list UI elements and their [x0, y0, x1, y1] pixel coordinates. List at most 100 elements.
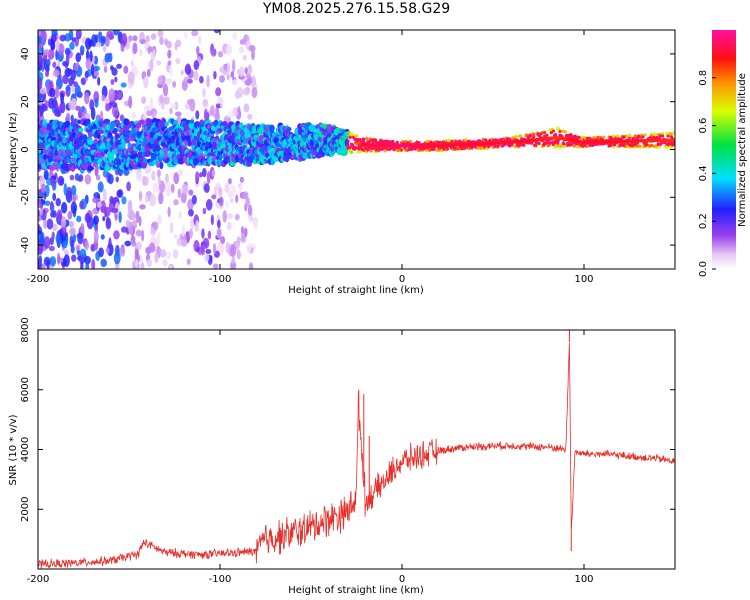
ridge-cell [64, 120, 71, 128]
colorbar-tick-label: 0.8 [698, 70, 709, 86]
noise-blob [139, 49, 143, 57]
noise-blob [205, 248, 212, 254]
noise-blob [197, 35, 202, 44]
ridge-cell [671, 131, 675, 135]
noise-blob [206, 74, 210, 88]
noise-blob [115, 176, 119, 183]
noise-blob [213, 30, 221, 34]
noise-blob [91, 34, 98, 47]
ridge-cell [355, 133, 359, 138]
ridge-cell [569, 133, 573, 137]
noise-blob [243, 103, 250, 113]
noise-blob [139, 39, 146, 45]
noise-blob [38, 54, 44, 66]
noise-blob [212, 263, 219, 269]
colorbar-tick-label: 0.2 [698, 213, 709, 229]
noise-blob [123, 168, 130, 176]
noise-blob [229, 184, 237, 195]
noise-blob [195, 110, 200, 120]
ridge-cell [364, 146, 368, 150]
ridge-cell [464, 138, 468, 142]
ridge-cell [127, 142, 133, 149]
snr-x-axis-title: Height of straight line (km) [288, 585, 424, 596]
noise-blob [55, 233, 61, 244]
noise-blob [53, 109, 61, 117]
ridge-cell [105, 124, 111, 131]
ridge-cell [395, 140, 399, 144]
ridge-cell [358, 137, 362, 142]
snr-line [38, 342, 675, 569]
ridge-cell [189, 119, 195, 124]
noise-blob [84, 256, 91, 265]
noise-blob [210, 105, 215, 117]
y-tick-label: -20 [20, 189, 31, 205]
ridge-cell [358, 150, 362, 154]
noise-blob [199, 75, 204, 84]
noise-blob [97, 76, 101, 86]
noise-blob [190, 217, 195, 230]
noise-blob [188, 208, 194, 217]
noise-blob [202, 167, 207, 178]
noise-blob [50, 38, 55, 51]
noise-blob [131, 111, 136, 119]
noise-blob [103, 65, 108, 73]
noise-blob [242, 191, 249, 200]
noise-blob [71, 254, 77, 262]
x-tick-label: 100 [574, 574, 593, 585]
noise-blob [154, 252, 159, 264]
noise-blob [244, 227, 248, 238]
colorbar-gradient [712, 30, 736, 269]
snr-y-ticks: 2000 4000 6000 8000 [20, 317, 675, 522]
ridge-cell [641, 135, 645, 139]
noise-blob [112, 104, 119, 118]
noise-blob [157, 214, 162, 225]
ridge-cell [657, 145, 661, 149]
colorbar-tick-label: 0.0 [698, 261, 709, 277]
noise-blob [217, 186, 223, 197]
ridge-cell [563, 130, 568, 134]
noise-blob [67, 210, 73, 220]
ridge-cell [592, 136, 596, 140]
noise-blob [211, 194, 217, 200]
noise-blob [217, 219, 221, 229]
noise-blob [100, 35, 106, 44]
noise-blob [180, 239, 188, 247]
noise-blob [120, 44, 125, 52]
noise-blob [38, 229, 42, 236]
noise-blob [130, 211, 136, 221]
ridge-cell [445, 147, 450, 151]
noise-blob [220, 236, 226, 244]
noise-blob [116, 63, 122, 69]
noise-blob [177, 169, 183, 176]
noise-blob [239, 176, 245, 183]
noise-blob [152, 221, 159, 231]
noise-blob [144, 194, 149, 204]
noise-blob [251, 49, 255, 61]
snr-series [38, 330, 675, 569]
noise-blob [38, 35, 41, 46]
ridge-cell [350, 132, 355, 136]
noise-blob [151, 170, 156, 181]
noise-blob [74, 84, 81, 97]
noise-blob [55, 38, 60, 52]
noise-blob [124, 240, 132, 247]
ridge-cell [545, 133, 549, 137]
noise-blob [238, 184, 243, 194]
ridge-cell [383, 149, 387, 153]
noise-blob [219, 75, 226, 83]
noise-blob [50, 177, 56, 187]
noise-blob [101, 94, 106, 102]
ridge-cell [408, 139, 412, 144]
noise-blob [228, 178, 232, 185]
noise-blob [41, 263, 46, 269]
noise-blob [108, 88, 116, 102]
noise-blob [230, 260, 237, 269]
noise-blob [123, 65, 129, 74]
noise-blob [146, 68, 151, 78]
noise-blob [106, 30, 114, 38]
noise-blob [49, 200, 54, 212]
noise-blob [230, 244, 237, 258]
noise-blob [80, 50, 85, 56]
noise-blob [235, 194, 239, 203]
noise-blob [222, 69, 227, 76]
